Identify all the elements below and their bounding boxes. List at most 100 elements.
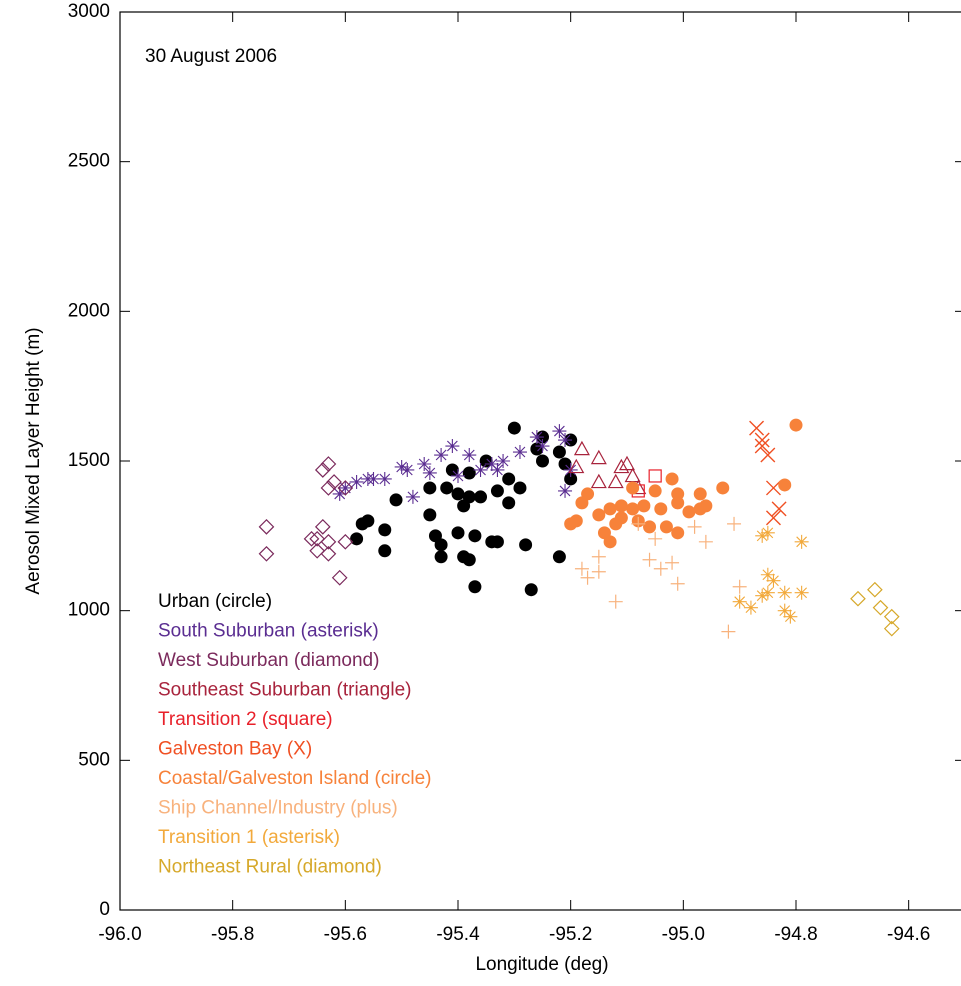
marker-shape — [507, 421, 521, 435]
point — [552, 550, 566, 564]
marker-shape — [564, 517, 578, 531]
point — [693, 487, 707, 501]
marker-shape — [434, 550, 448, 564]
marker-shape — [451, 468, 465, 483]
marker-shape — [558, 433, 573, 448]
marker-shape — [765, 510, 781, 526]
marker-shape — [614, 499, 628, 513]
point — [405, 489, 420, 504]
point — [331, 569, 348, 586]
marker-shape — [648, 469, 662, 483]
marker-shape — [590, 449, 607, 465]
marker-shape — [883, 620, 900, 637]
point — [654, 502, 668, 516]
point — [613, 458, 630, 474]
marker-shape — [642, 552, 657, 567]
point — [332, 486, 347, 501]
y-tick-label: 1500 — [68, 450, 110, 471]
legend-entry: Northeast Rural (diamond) — [158, 857, 382, 878]
point — [687, 519, 702, 534]
marker-shape — [355, 517, 369, 531]
point — [451, 468, 465, 483]
point — [434, 448, 449, 463]
point — [603, 535, 617, 549]
marker-shape — [468, 529, 482, 543]
point — [777, 585, 792, 600]
point — [771, 501, 787, 517]
point — [422, 465, 437, 480]
point — [337, 480, 354, 496]
point — [519, 538, 533, 552]
marker-shape — [760, 525, 775, 540]
marker-shape — [462, 466, 476, 480]
x-tick-label: -95.8 — [211, 924, 254, 945]
point — [665, 472, 679, 486]
marker-shape — [512, 445, 527, 460]
marker-shape — [473, 462, 488, 477]
marker-shape — [850, 590, 866, 607]
marker-shape — [760, 447, 776, 463]
point — [789, 418, 803, 432]
point — [754, 438, 770, 454]
point — [580, 570, 595, 585]
marker-shape — [574, 561, 589, 576]
legend-entry: Ship Channel/Industry (plus) — [158, 798, 398, 819]
point — [716, 481, 730, 495]
point — [671, 487, 685, 501]
point — [609, 517, 623, 531]
point — [468, 529, 482, 543]
marker-shape — [766, 573, 781, 588]
point — [258, 545, 275, 562]
point — [360, 471, 375, 486]
y-tick-label: 1000 — [68, 600, 110, 621]
point — [626, 502, 640, 516]
marker-shape — [671, 487, 685, 501]
point — [755, 588, 770, 603]
marker-shape — [687, 519, 702, 534]
marker-shape — [258, 545, 275, 562]
point — [451, 487, 465, 501]
marker-shape — [423, 481, 437, 495]
marker-shape — [303, 530, 320, 547]
marker-shape — [377, 471, 392, 486]
marker-shape — [727, 516, 742, 531]
marker-shape — [626, 502, 640, 516]
legend-entry: Transition 2 (square) — [158, 709, 333, 730]
point — [502, 496, 516, 510]
point — [434, 538, 448, 552]
marker-shape — [760, 585, 775, 600]
point — [883, 608, 900, 625]
marker-shape — [434, 448, 449, 463]
point — [507, 421, 521, 435]
marker-shape — [754, 438, 770, 454]
point — [872, 599, 889, 616]
marker-shape — [771, 501, 787, 517]
marker-shape — [309, 542, 326, 559]
marker-shape — [389, 493, 403, 507]
marker-shape — [732, 594, 747, 609]
marker-shape — [536, 454, 549, 468]
y-tick-label: 500 — [78, 749, 110, 770]
point — [502, 472, 516, 486]
marker-shape — [451, 487, 465, 501]
point — [794, 534, 809, 549]
point — [552, 445, 566, 459]
point — [648, 469, 662, 483]
y-tick-label: 2500 — [68, 151, 110, 172]
marker-shape — [502, 496, 516, 510]
marker-shape — [350, 532, 364, 546]
point — [754, 432, 770, 448]
point — [614, 499, 628, 513]
marker-shape — [607, 473, 624, 489]
point — [765, 510, 781, 526]
point — [777, 603, 792, 618]
point — [473, 462, 488, 477]
marker-shape — [519, 538, 533, 552]
legend-entry: Transition 1 (asterisk) — [158, 827, 340, 848]
point — [451, 526, 465, 540]
marker-shape — [314, 519, 331, 535]
point — [755, 528, 770, 543]
point — [760, 447, 776, 463]
x-tick-label: -95.6 — [324, 924, 367, 945]
